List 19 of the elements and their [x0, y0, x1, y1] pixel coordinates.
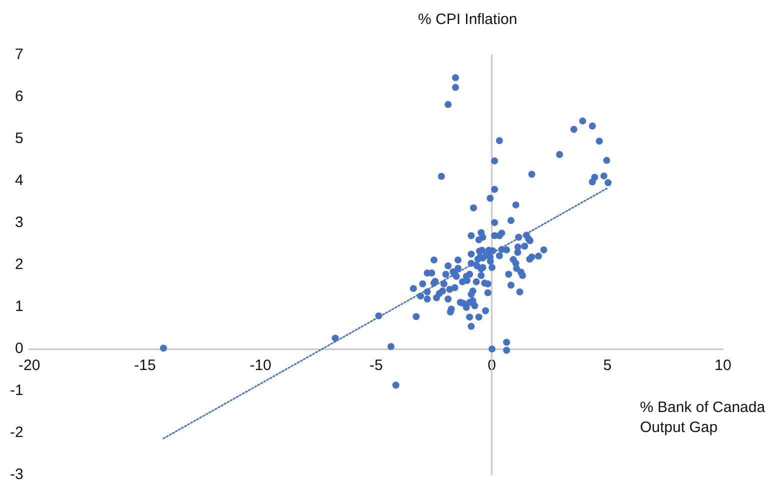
y-tick-label: 0	[14, 340, 24, 358]
y-axis-title: % CPI Inflation	[418, 10, 518, 30]
x-axis-title: % Bank of Canada Output Gap	[640, 398, 766, 438]
x-tick-label: 10	[714, 357, 732, 374]
x-tick-label: -20	[18, 357, 40, 374]
x-tick-label: -15	[134, 357, 156, 374]
y-tick-label: 5	[14, 130, 24, 148]
y-tick-label: -3	[10, 466, 24, 484]
y-tick-label: 3	[14, 214, 24, 232]
x-tick-label: -5	[369, 357, 383, 374]
y-tick-label: 6	[14, 88, 24, 106]
y-tick-label: -1	[10, 382, 24, 400]
x-tick-label: 5	[603, 357, 612, 374]
y-tick-label: 4	[14, 172, 24, 190]
y-tick-label: 7	[14, 46, 24, 64]
y-tick-label: -2	[10, 424, 24, 442]
x-tick-label: -10	[250, 357, 272, 374]
y-tick-label: 2	[14, 256, 24, 274]
y-tick-label: 1	[14, 298, 24, 316]
